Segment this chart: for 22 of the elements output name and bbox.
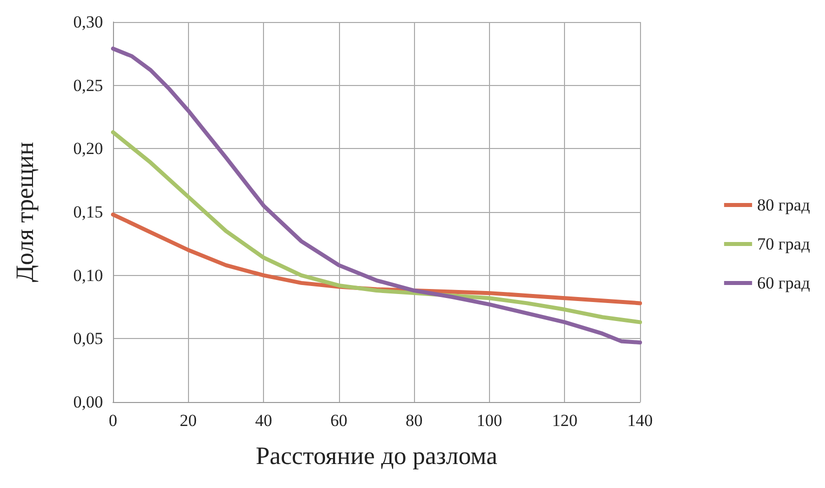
x-tick-label: 40 [255,411,272,430]
y-axis-title: Доля трещин [12,142,39,282]
x-tick-label: 60 [330,411,348,430]
x-axis-title: Расстояние до разлома [256,443,498,470]
x-tick-label: 80 [406,411,423,430]
legend-label: 80 град [757,196,810,214]
x-tick-label: 120 [552,411,578,430]
x-tick-label: 140 [627,411,653,430]
line-series [111,46,642,344]
y-tick-label: 0,20 [73,139,103,158]
y-tick-label: 0,10 [73,266,103,285]
x-tick-label: 20 [180,411,197,430]
x-tick-label: 100 [476,411,502,430]
x-tick-label: 0 [108,411,118,430]
y-tick-label: 0,00 [73,392,103,412]
line-series [111,130,642,324]
legend-label: 70 град [757,234,810,254]
y-tick-label: 0,30 [73,12,103,32]
legend-label: 60 град [757,274,810,292]
y-tick-label: 0,25 [73,76,103,95]
y-tick-label: 0,15 [73,202,103,222]
y-tick-label: 0,05 [73,329,103,348]
